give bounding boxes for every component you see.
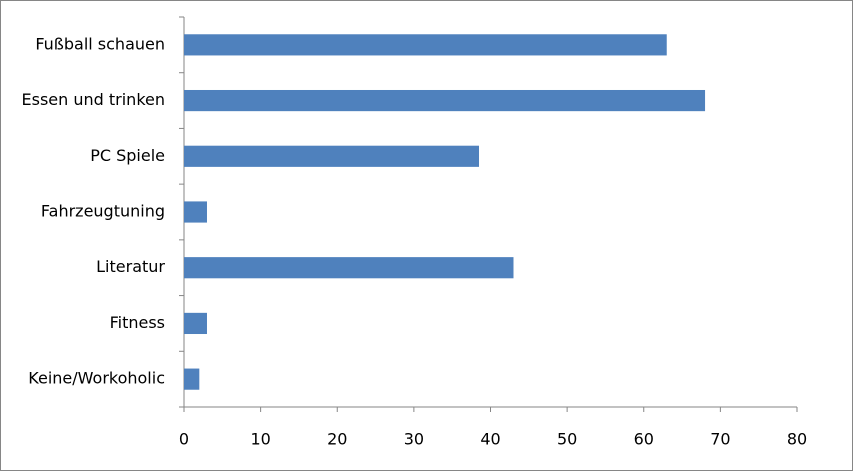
y-tick-label: Fitness [110,313,165,332]
x-tick-label: 50 [557,430,577,449]
y-tick-label: Fußball schauen [35,34,165,53]
x-tick-label: 0 [179,430,189,449]
y-tick-label: Essen und trinken [22,90,166,109]
x-tick-label: 20 [327,430,347,449]
bar [184,34,667,56]
x-tick-label: 80 [787,430,807,449]
bar [184,201,207,223]
bar [184,89,706,112]
y-tick-label: PC Spiele [90,146,165,165]
x-tick-label: 70 [710,430,730,449]
y-tick-label: Literatur [96,257,165,276]
bar [184,145,480,167]
bar [184,368,200,390]
y-tick-label: Keine/Workoholic [28,369,165,388]
y-tick-label: Fahrzeugtuning [41,202,165,221]
x-tick-label: 30 [404,430,424,449]
bar [184,312,207,335]
x-tick-label: 40 [480,430,500,449]
x-tick-label: 60 [634,430,654,449]
bar [184,257,514,279]
x-tick-label: 10 [250,430,270,449]
